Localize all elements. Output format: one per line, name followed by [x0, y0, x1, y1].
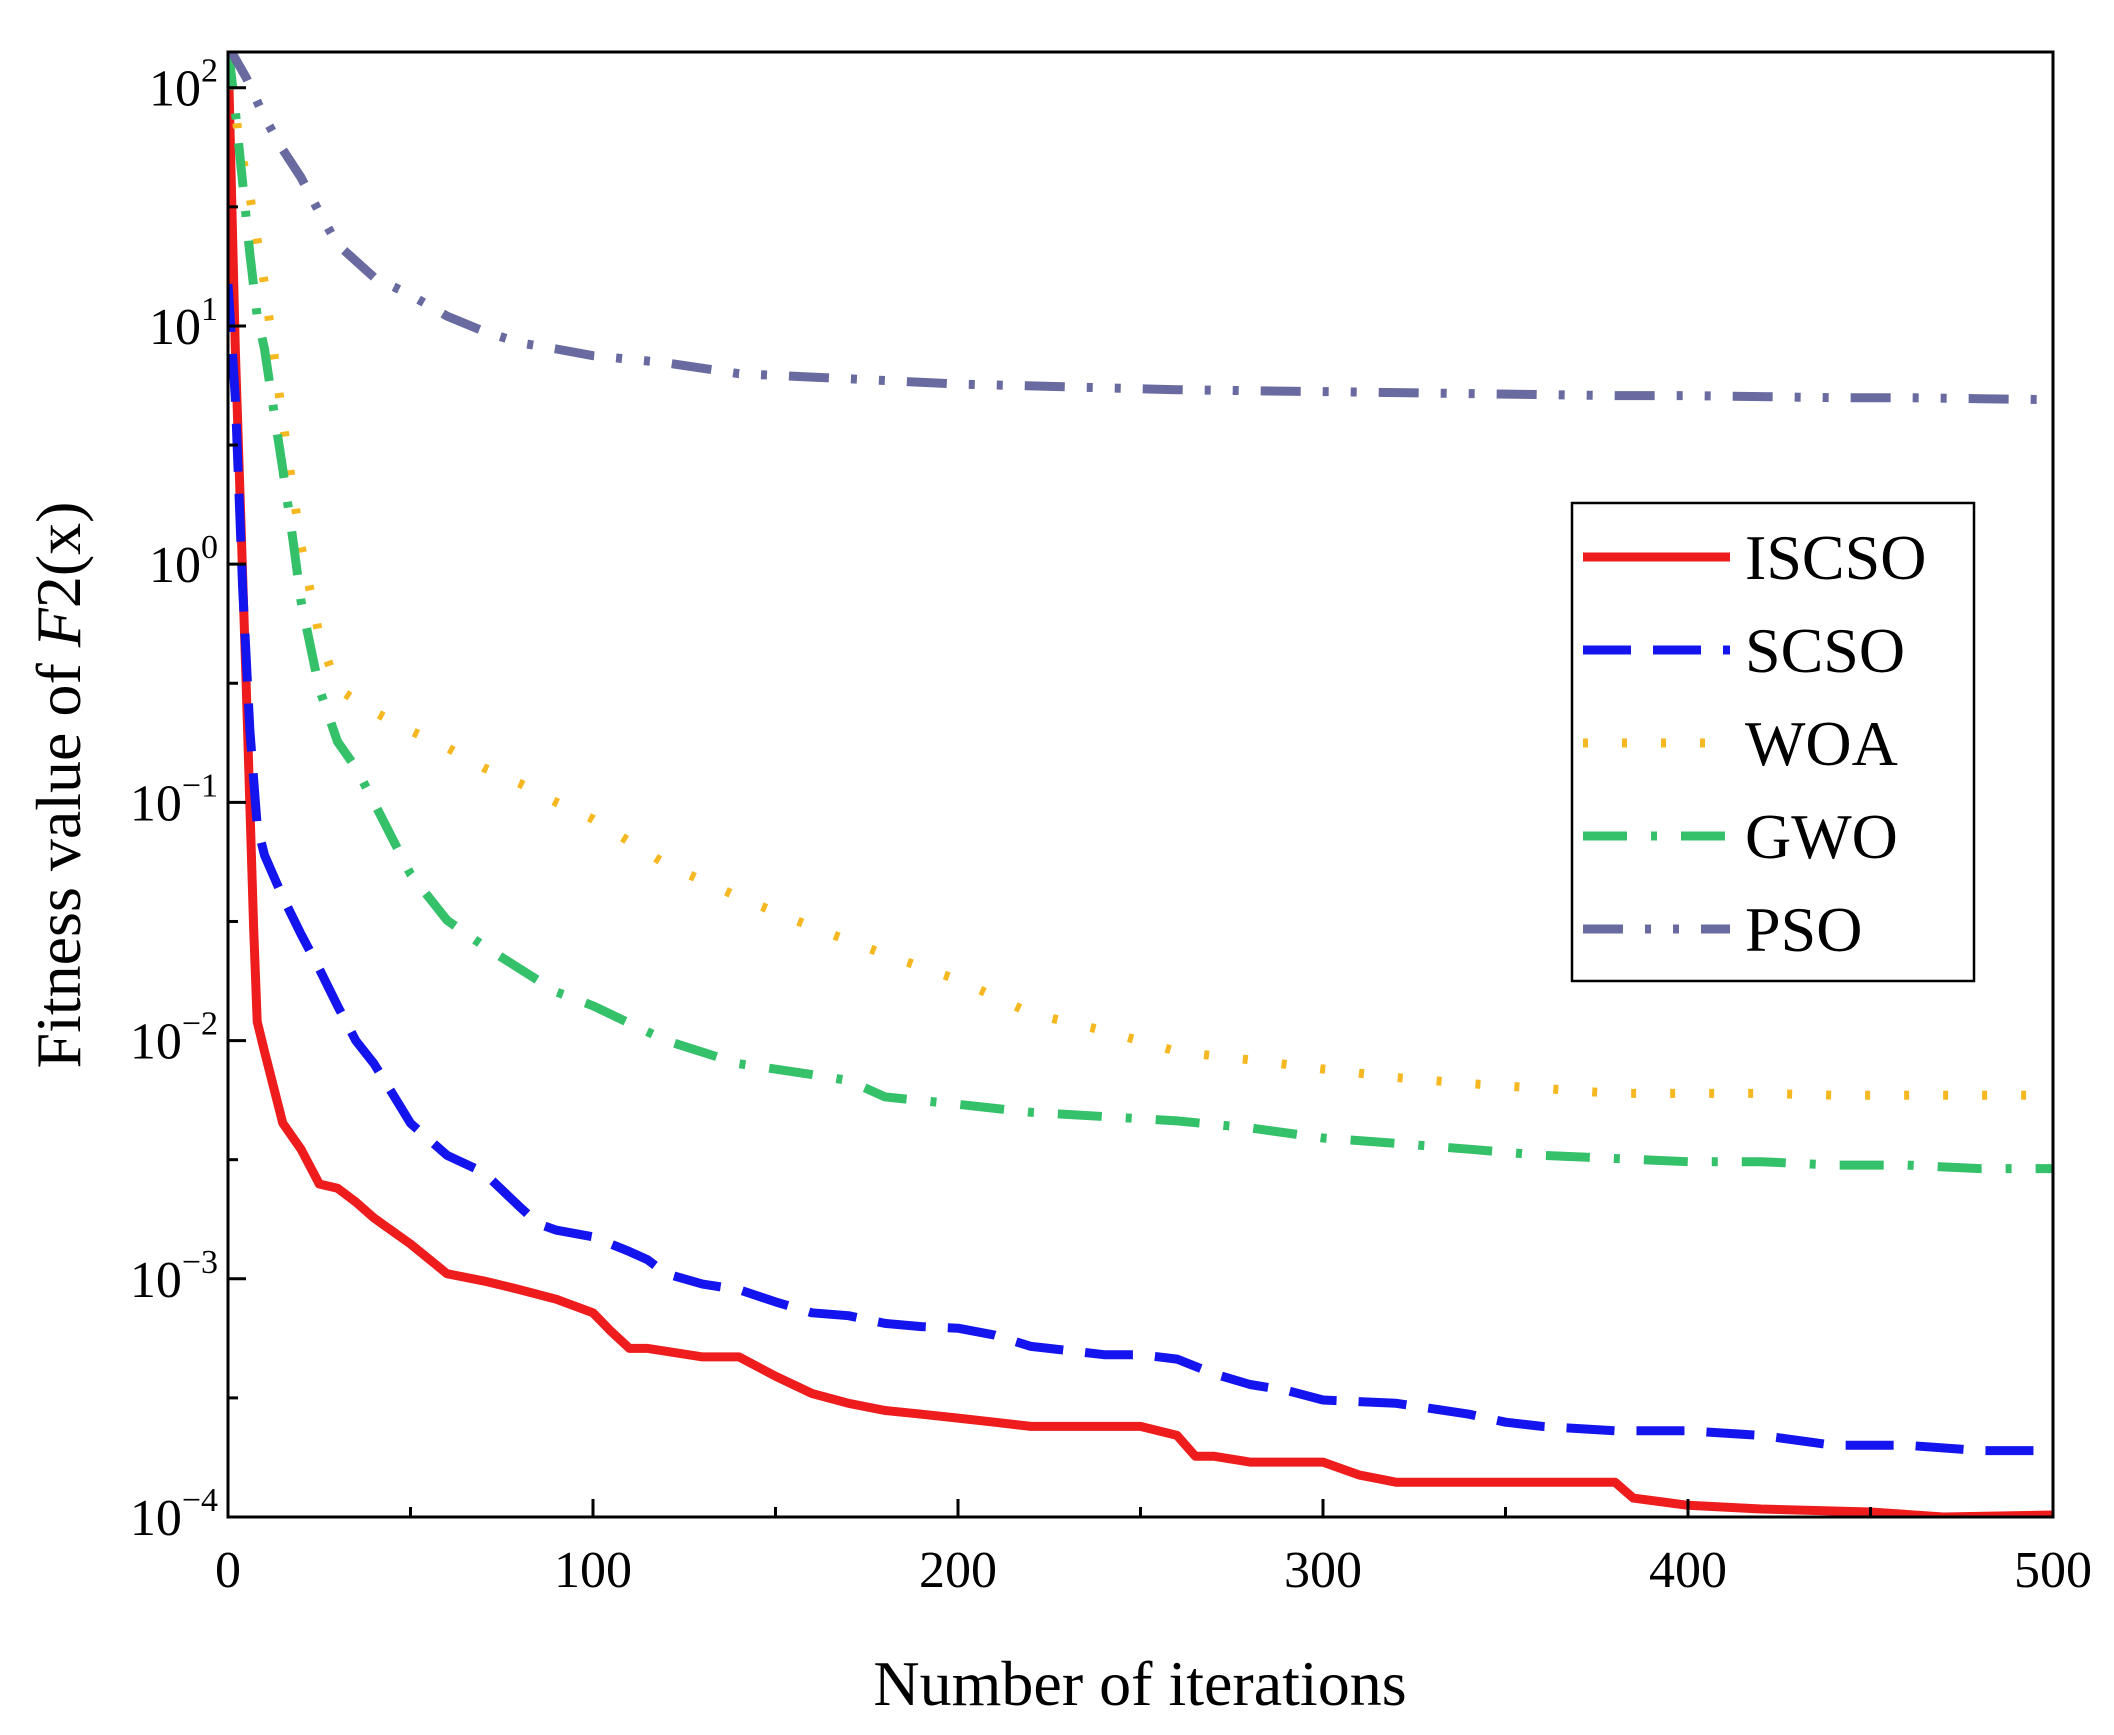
y-axis-label-prefix: Fitness value of [23, 647, 94, 1068]
series-line-iscso [228, 52, 2053, 1517]
y-axis: 102 101 100 10−1 10−2 10−3 10−4 [130, 53, 246, 1547]
series-line-pso [228, 52, 2053, 405]
legend-label-scso: SCSO [1745, 615, 1905, 686]
y-axis-label-suffix: 2(x) [23, 502, 94, 609]
series-line-scso [228, 283, 2053, 1456]
y-tick-label: 10−3 [130, 1244, 218, 1309]
x-tick-label: 500 [2014, 1542, 2092, 1599]
y-tick-label: 10−2 [130, 1006, 218, 1071]
series-line-gwo [228, 52, 2053, 1174]
legend-label-woa: WOA [1745, 708, 1898, 779]
x-tick-label: 100 [554, 1542, 632, 1599]
x-tick-label: 0 [215, 1542, 241, 1599]
x-axis: 0 100 200 300 400 500 [215, 1499, 2092, 1599]
y-axis-label-italic: F [23, 607, 94, 648]
x-tick-label: 300 [1284, 1542, 1362, 1599]
y-tick-label: 10−1 [130, 767, 218, 832]
x-tick-label: 400 [1649, 1542, 1727, 1599]
series-layer [228, 52, 2053, 1517]
x-axis-label: Number of iterations [873, 1648, 1406, 1719]
legend-label-gwo: GWO [1745, 801, 1898, 872]
legend: ISCSO SCSO WOA GWO PSO [1570, 501, 1976, 983]
y-tick-label: 10−4 [130, 1482, 218, 1547]
legend-label-iscso: ISCSO [1745, 522, 1926, 593]
y-axis-label: Fitness value of F2(x) [23, 502, 94, 1069]
x-tick-label: 200 [919, 1542, 997, 1599]
legend-box [1570, 501, 1976, 983]
legend-label-pso: PSO [1745, 894, 1862, 965]
y-tick-label: 100 [149, 529, 218, 594]
y-tick-label: 102 [149, 53, 218, 118]
y-tick-label: 101 [149, 291, 218, 356]
